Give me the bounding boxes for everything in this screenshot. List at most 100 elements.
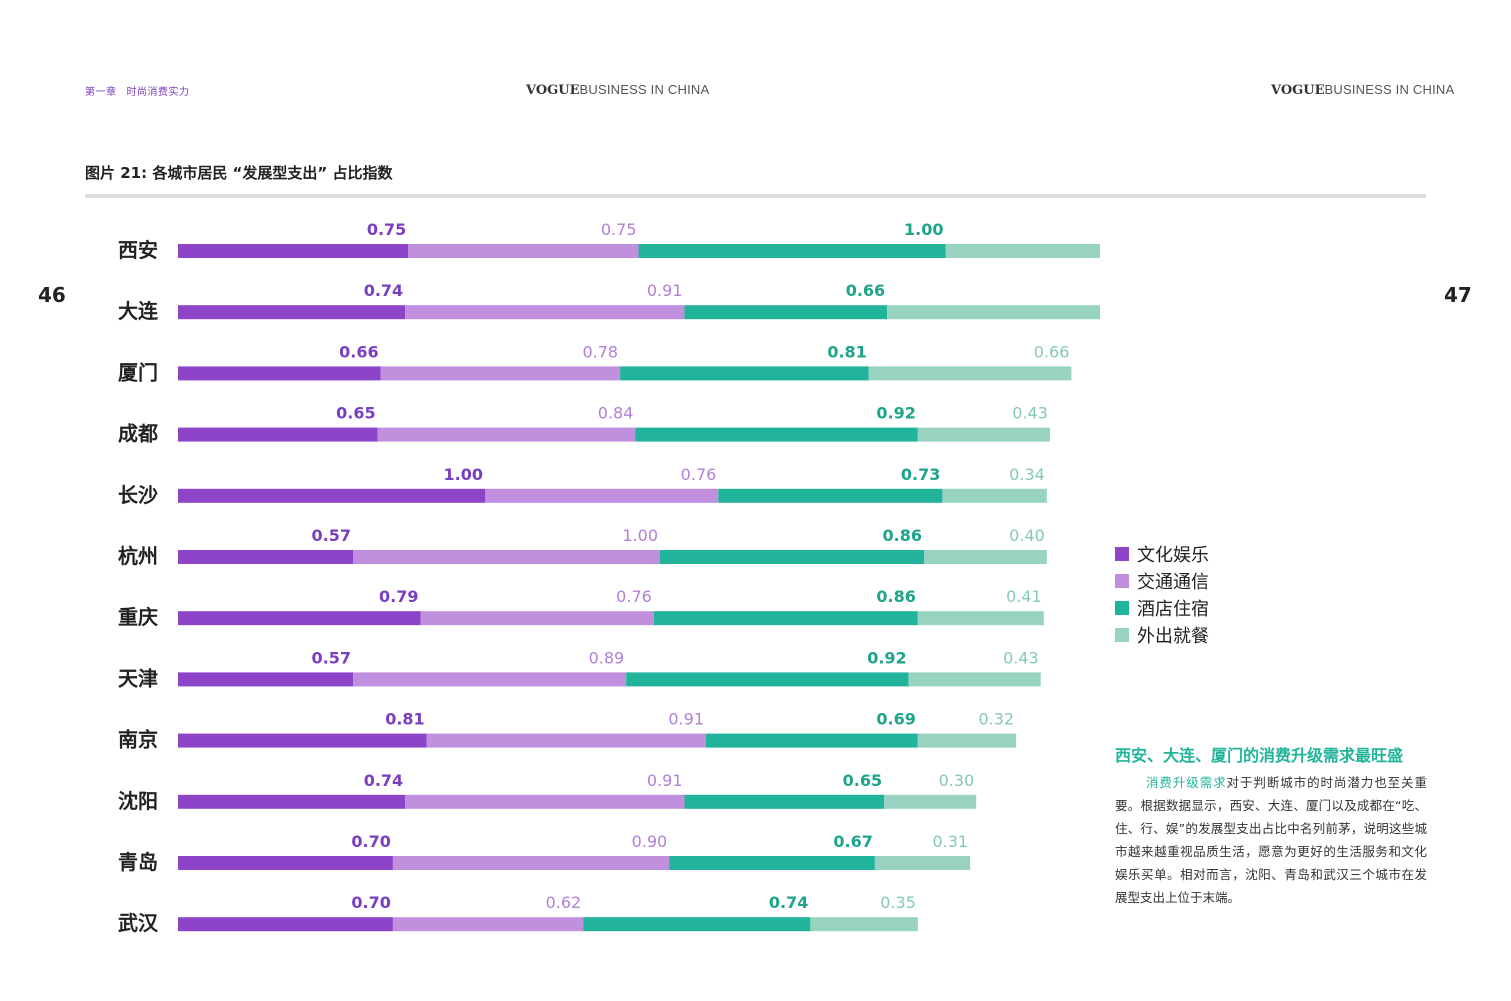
value-label-dining: 0.43 [1012,404,1048,423]
value-label-culture: 0.57 [312,526,351,545]
city-label: 长沙 [118,483,158,507]
value-label-culture: 0.70 [351,893,390,912]
value-label-hotel: 0.69 [876,710,915,729]
bar-segment-dining [884,794,977,809]
bar-segment-dining [874,856,971,870]
value-label-transport: 0.91 [647,771,683,790]
insight-text: 对于判断城市的时尚潜力也至关重要。根据数据显示，西安、大连、厦门以及成都在“吃、… [1115,775,1427,905]
figure-title: 图片 21: 各城市居民 “发展型支出” 占比指数 [85,164,393,182]
insight-title: 西安、大连、厦门的消费升级需求最旺盛 [1115,746,1404,765]
value-label-hotel: 0.86 [883,526,922,545]
value-label-hotel: 0.66 [846,281,885,300]
bar-segment-hotel [626,672,909,687]
bar-segment-culture [178,611,421,626]
value-label-culture: 0.81 [385,710,424,729]
bar-segment-dining [945,244,1100,258]
value-label-culture: 0.74 [364,281,403,300]
city-label: 厦门 [118,360,158,384]
city-label: 重庆 [118,605,158,629]
city-label: 成都 [118,422,158,446]
value-label-transport: 0.90 [632,832,668,851]
brand-logo-left: VOGUEBUSINESS IN CHINA [526,82,709,98]
value-label-culture: 0.75 [367,220,406,239]
bar-segment-dining [908,672,1041,687]
value-label-hotel: 0.67 [833,832,872,851]
bar-segment-culture [178,794,406,809]
bar-segment-transport [485,488,719,503]
bar-segment-transport [353,672,627,687]
page-number-right: 47 [1444,283,1472,307]
chapter-number: 第一章 [85,87,117,98]
value-label-culture: 0.79 [379,587,418,606]
value-label-hotel: 1.00 [904,220,943,239]
bar-segment-hotel [660,550,924,564]
value-label-dining: 0.43 [1003,648,1039,667]
legend-label-culture: 文化娱乐 [1137,544,1209,566]
legend-item-dining: 外出就餐 [1115,621,1209,648]
bar-segment-transport [353,550,660,564]
bar-segment-culture [178,550,353,564]
value-label-transport: 0.76 [681,465,717,484]
city-label: 天津 [118,666,158,690]
bar-segment-culture [178,244,409,258]
value-label-transport: 0.89 [589,648,625,667]
city-label: 南京 [118,728,158,752]
bar-segment-culture [178,917,393,932]
chapter-label: 第一章 时尚消费实力 [85,83,190,98]
value-label-transport: 0.62 [546,893,582,912]
legend-item-transport: 交通通信 [1115,567,1209,594]
insight-highlight: 消费升级需求 [1146,775,1227,790]
bar-segment-hotel [620,366,869,381]
stacked-bar-chart: 西安0.750.751.000.94大连0.740.910.661.00厦门0.… [118,220,1100,935]
bar-segment-dining [887,305,1100,320]
legend-swatch-culture [1115,546,1129,561]
value-label-dining: 0.32 [978,710,1014,729]
page-number-left: 46 [38,283,66,307]
bar-segment-hotel [583,917,811,932]
value-label-hotel: 0.81 [827,342,866,361]
value-label-dining: 0.30 [939,771,975,790]
chapter-section: 时尚消费实力 [126,87,190,98]
value-label-transport: 1.00 [622,526,658,545]
bar-segment-hotel [706,733,918,748]
bar-segment-transport [420,611,654,626]
brand-vogue: VOGUE [1271,83,1325,98]
bar-segment-transport [392,917,584,932]
bar-segment-hotel [635,427,918,442]
bar-segment-hotel [684,794,885,809]
city-label: 青岛 [118,850,158,874]
legend-swatch-dining [1115,627,1129,642]
legend-label-dining: 外出就餐 [1137,625,1209,647]
legend-swatch-transport [1115,573,1129,588]
value-label-hotel: 0.86 [876,587,915,606]
bar-segment-dining [924,550,1047,564]
value-label-hotel: 0.74 [769,893,808,912]
legend-label-transport: 交通通信 [1137,571,1209,593]
value-label-dining: 0.35 [880,893,916,912]
value-label-dining: 0.31 [932,832,968,851]
value-label-hotel: 0.65 [843,771,882,790]
bar-segment-transport [377,427,636,442]
legend-label-hotel: 酒店住宿 [1137,598,1209,620]
value-label-dining: 0.34 [1009,465,1045,484]
value-label-culture: 0.74 [364,771,403,790]
bar-segment-culture [178,733,427,748]
value-label-dining: 0.40 [1009,526,1045,545]
legend-item-culture: 文化娱乐 [1115,540,1209,567]
bar-segment-hotel [718,488,943,503]
value-label-hotel: 0.92 [876,404,915,423]
bar-segment-dining [917,733,1017,748]
bar-segment-hotel [669,856,875,870]
bar-segment-transport [392,856,670,870]
bar-segment-hotel [653,611,918,626]
bar-segment-dining [942,488,1047,503]
value-label-transport: 0.78 [582,342,618,361]
value-label-culture: 1.00 [444,465,483,484]
city-label: 杭州 [118,544,158,568]
bar-segment-culture [178,488,485,503]
legend-swatch-hotel [1115,600,1129,615]
bar-segment-dining [868,366,1072,381]
value-label-hotel: 0.73 [901,465,940,484]
city-label: 沈阳 [118,789,158,813]
value-label-culture: 0.65 [336,404,375,423]
